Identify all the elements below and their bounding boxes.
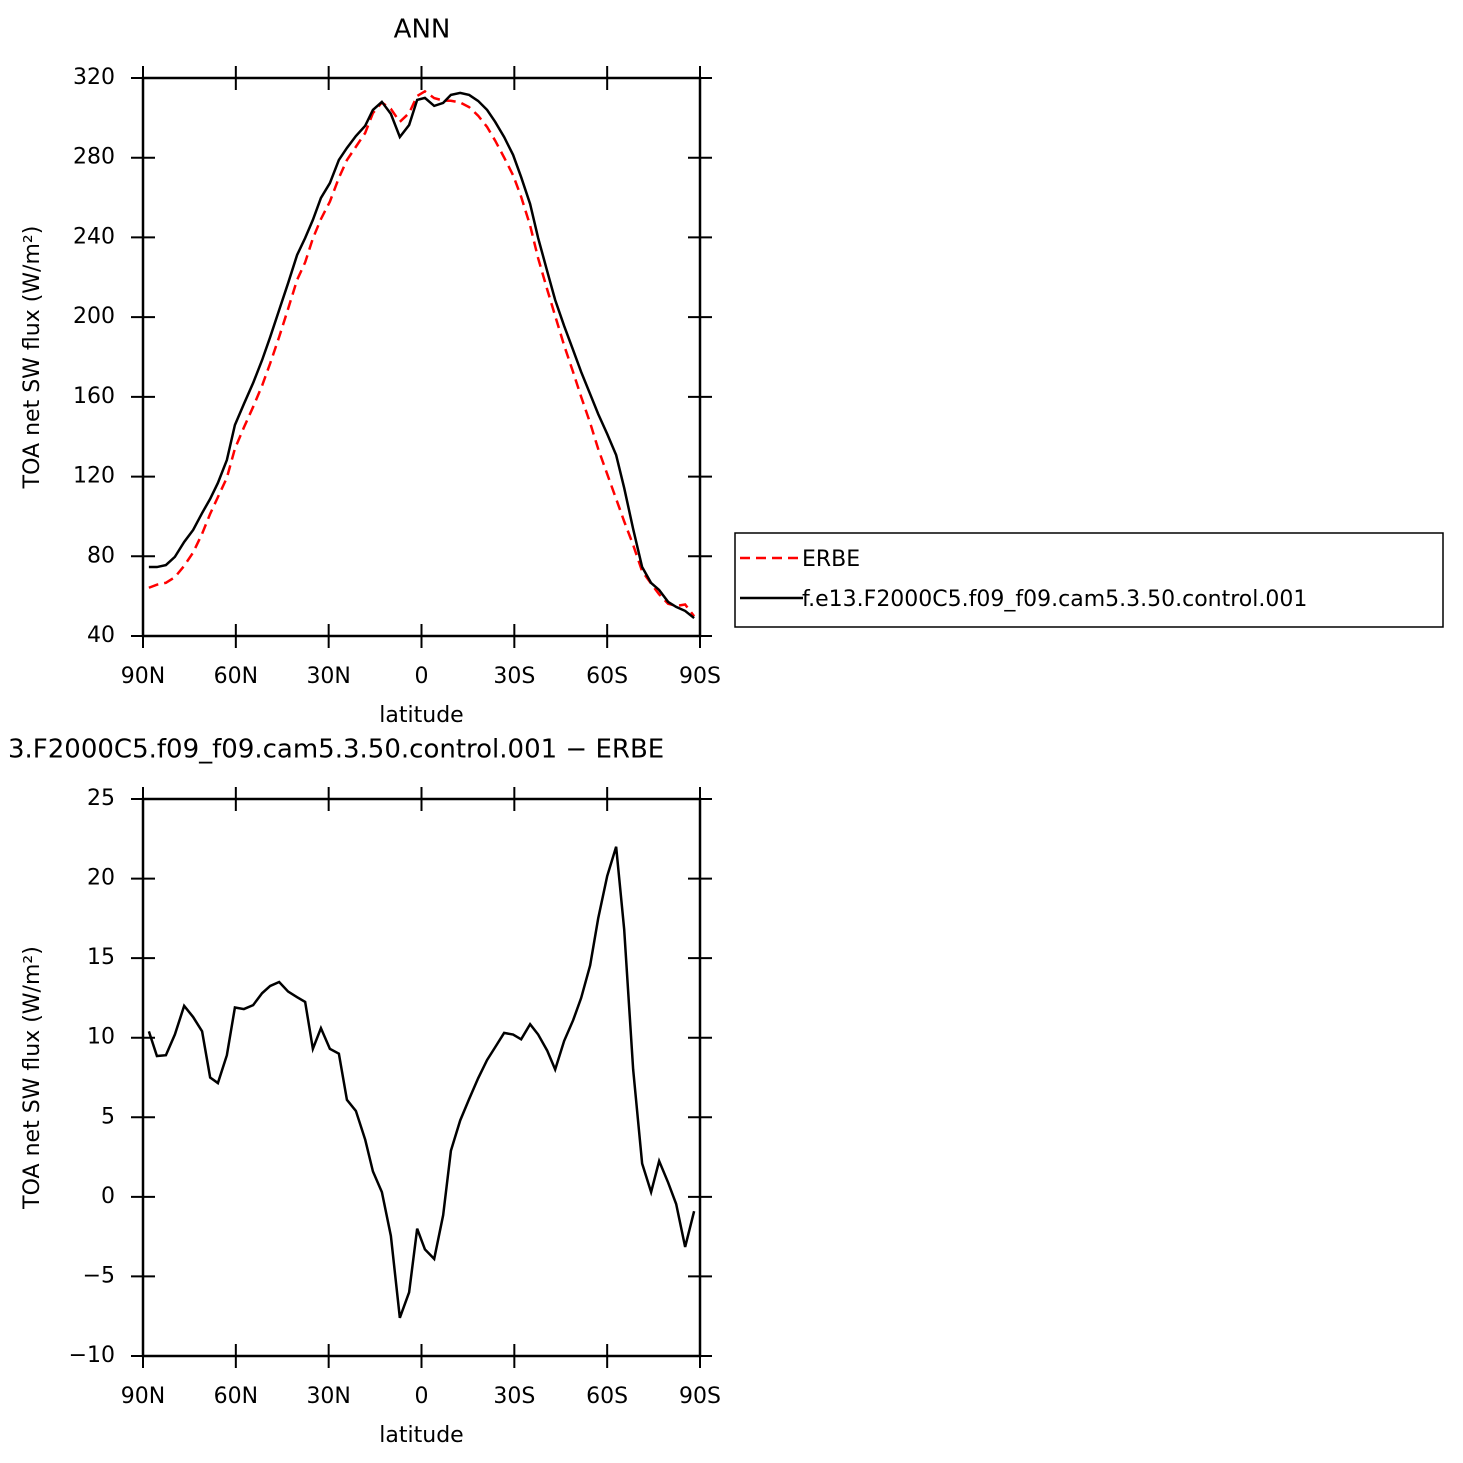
y-tick-label: −5 xyxy=(83,1263,115,1288)
y-tick-label: 25 xyxy=(87,786,115,811)
x-tick-label: 90N xyxy=(121,1384,165,1409)
y-tick-label: 0 xyxy=(101,1184,115,1209)
y-tick-label: −10 xyxy=(69,1343,115,1368)
y-tick-label: 280 xyxy=(73,145,115,170)
x-tick-label: 60N xyxy=(214,1384,258,1409)
y-tick-label: 320 xyxy=(73,65,115,90)
x-axis-label: latitude xyxy=(379,1423,463,1448)
legend-label: ERBE xyxy=(802,547,860,572)
x-tick-label: 60N xyxy=(214,664,258,689)
series-line xyxy=(148,91,695,620)
x-tick-label: 90S xyxy=(679,664,721,689)
y-axis-label: TOA net SW flux (W/m²) xyxy=(20,226,45,490)
x-tick-label: 30N xyxy=(306,664,350,689)
y-tick-label: 20 xyxy=(87,866,115,891)
x-axis-label: latitude xyxy=(379,703,463,728)
plot-frame xyxy=(141,797,702,1358)
y-tick-label: 15 xyxy=(87,945,115,970)
y-tick-label: 240 xyxy=(73,224,115,249)
y-tick-label: 5 xyxy=(101,1104,115,1129)
series-line xyxy=(147,846,696,1319)
x-tick-label: 30N xyxy=(306,1384,350,1409)
chart-title: 3.F2000C5.f09_f09.cam5.3.50.control.001 … xyxy=(8,735,664,765)
y-tick-label: 80 xyxy=(87,543,115,568)
y-axis-label: TOA net SW flux (W/m²) xyxy=(20,946,45,1210)
x-tick-label: 90N xyxy=(121,664,165,689)
y-tick-label: 120 xyxy=(73,464,115,489)
x-tick-label: 60S xyxy=(586,664,628,689)
x-tick-label: 60S xyxy=(586,1384,628,1409)
series-line xyxy=(148,89,696,618)
y-tick-label: 10 xyxy=(87,1025,115,1050)
chart-title: ANN xyxy=(394,15,451,45)
y-tick-label: 40 xyxy=(87,623,115,648)
x-tick-label: 0 xyxy=(415,1384,429,1409)
plot-frame xyxy=(141,76,702,638)
x-tick-label: 90S xyxy=(679,1384,721,1409)
x-tick-label: 30S xyxy=(493,1384,535,1409)
y-tick-label: 200 xyxy=(73,304,115,329)
legend-box xyxy=(734,532,1444,628)
x-tick-label: 0 xyxy=(415,664,429,689)
x-tick-label: 30S xyxy=(493,664,535,689)
legend-label: f.e13.F2000C5.f09_f09.cam5.3.50.control.… xyxy=(802,587,1307,612)
y-tick-label: 160 xyxy=(73,384,115,409)
